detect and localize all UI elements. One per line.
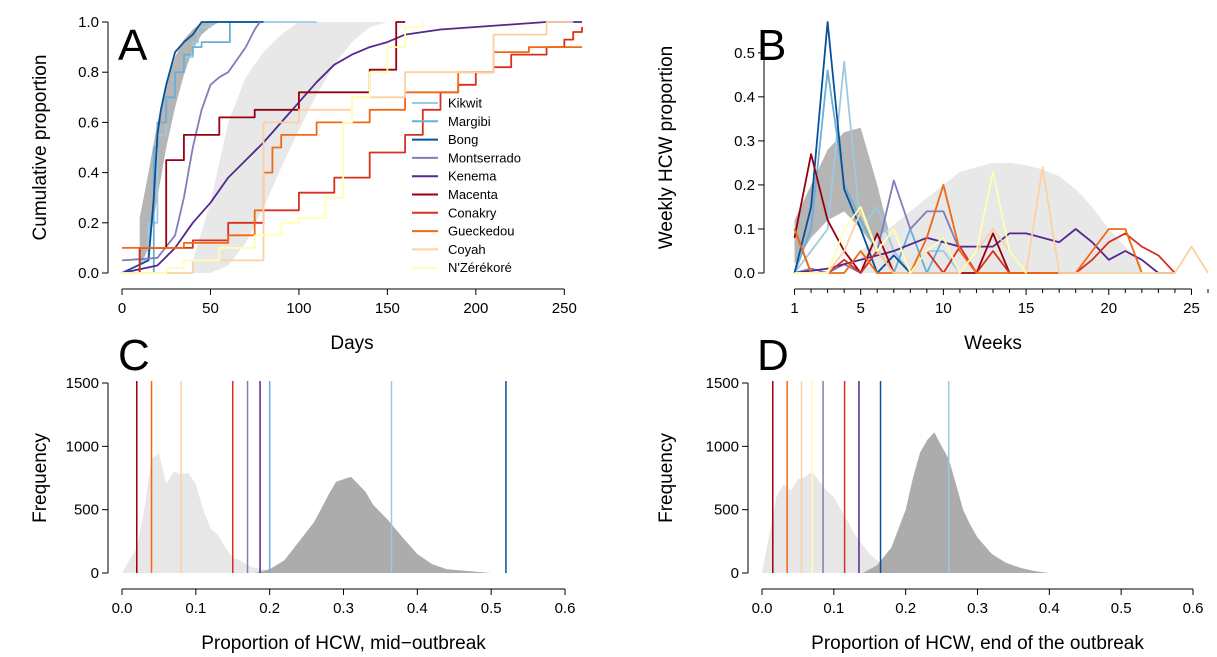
x-axis-label: Days: [330, 333, 373, 354]
series-line-montserrado: [121, 21, 261, 262]
x-tick-label: 0.6: [555, 600, 576, 617]
y-tick-label: 0.0: [78, 265, 99, 282]
series-line-kenema: [121, 21, 582, 274]
panel-letter-a: A: [118, 21, 148, 70]
y-tick-label: 0.0: [734, 265, 755, 282]
y-tick-label: 0: [91, 565, 99, 582]
distribution-dark: [862, 432, 1050, 573]
distribution-light: [762, 471, 906, 573]
panel-a: 0.0 0.2 0.4 0.6 0.8 1.0 0 50 100 150 200 250 Days Cum…: [30, 14, 583, 354]
y-tick-label: 0.2: [78, 215, 99, 232]
x-tick-label: 0.4: [407, 600, 428, 617]
y-axis-label: Cumulative proportion: [30, 55, 51, 241]
x-axis-label: Weeks: [964, 333, 1022, 354]
y-tick-label: 0.2: [734, 177, 755, 194]
x-axis-label: Proportion of HCW, mid−outbreak: [201, 633, 486, 654]
y-tick-label: 0.1: [734, 221, 755, 238]
legend-label: Macenta: [448, 187, 499, 202]
x-tick-label: 20: [1100, 300, 1117, 317]
series-line-coyah: [794, 166, 1209, 274]
y-axis-label: Weekly HCW proportion: [656, 46, 677, 249]
series-line-bong: [121, 21, 264, 274]
y-axis-label: Frequency: [656, 433, 677, 523]
x-tick-label: 250: [552, 300, 577, 317]
legend: Kikwit Margibi Bong Montserrado Kenema Macent…: [412, 96, 521, 275]
x-axis-label: Proportion of HCW, end of the outbreak: [811, 633, 1144, 654]
series-line-conakry: [793, 228, 1176, 274]
series-line-nzrkor: [794, 170, 1027, 274]
x-tick-label: 0: [118, 300, 126, 317]
panel-letter-d: D: [757, 331, 789, 380]
x-tick-label: 25: [1183, 300, 1200, 317]
x-tick-label: 15: [1018, 300, 1035, 317]
x-tick-label: 0.6: [1183, 600, 1204, 617]
y-tick-label: 1000: [706, 438, 739, 455]
x-tick-label: 0.2: [259, 600, 280, 617]
x-tick-label: 5: [857, 300, 865, 317]
x-tick-label: 200: [463, 300, 488, 317]
x-tick-label: 150: [375, 300, 400, 317]
series-line-kikwit: [793, 60, 961, 274]
series-line-kenema: [794, 228, 1175, 274]
x-tick-label: 0.1: [185, 600, 206, 617]
y-tick-label: 0.4: [734, 89, 755, 106]
x-tick-label: 0.3: [967, 600, 988, 617]
legend-label: N'Zérékoré: [448, 260, 512, 275]
legend-label: Kenema: [448, 169, 497, 184]
x-tick-label: 0.5: [481, 600, 502, 617]
distribution-light: [122, 452, 285, 573]
y-tick-label: 1500: [706, 375, 739, 392]
y-tick-label: 1.0: [78, 14, 99, 31]
x-tick-label: 0.2: [895, 600, 916, 617]
y-tick-label: 0.8: [78, 64, 99, 81]
legend-label: Conakry: [448, 205, 497, 220]
band-light: [192, 22, 388, 273]
x-tick-label: 1: [790, 300, 798, 317]
legend-label: Margibi: [448, 114, 491, 129]
band-dark: [139, 22, 237, 268]
y-tick-label: 0.3: [734, 133, 755, 150]
x-tick-label: 0.0: [752, 600, 773, 617]
series-line-margibi: [122, 21, 237, 274]
x-tick-label: 0.0: [112, 600, 133, 617]
y-tick-label: 0.6: [78, 114, 99, 131]
x-tick-label: 50: [202, 300, 219, 317]
panel-letter-c: C: [118, 331, 150, 380]
legend-label: Montserrado: [448, 150, 521, 165]
y-tick-label: 1500: [66, 375, 99, 392]
panel-b: 0.00.10.20.30.40.51 5 10 15 20 25WeeksWeekly …: [656, 21, 1209, 354]
band-light: [860, 162, 1142, 273]
x-tick-label: 10: [935, 300, 952, 317]
y-tick-label: 500: [714, 502, 739, 519]
legend-label: Gueckedou: [448, 224, 515, 239]
y-tick-label: 0.4: [78, 165, 99, 182]
legend-label: Coyah: [448, 242, 486, 257]
series-line-macenta: [122, 21, 406, 274]
legend-label: Bong: [448, 132, 478, 147]
y-tick-label: 500: [74, 502, 99, 519]
x-tick-label: 100: [286, 300, 311, 317]
distribution-dark: [254, 476, 492, 573]
panel-d: 0 500 1000 1500 0.0 0.1 0.2 0.3 0.4 0.5 0.6 Proport…: [656, 331, 1203, 654]
y-tick-label: 1000: [66, 438, 99, 455]
series-line-coyah: [122, 21, 574, 274]
series-line-gueckedou: [122, 46, 582, 249]
x-tick-label: 0.1: [823, 600, 844, 617]
y-tick-label: 0: [731, 565, 739, 582]
legend-label: Kikwit: [448, 96, 482, 111]
panel-letter-b: B: [757, 21, 786, 70]
x-tick-label: 0.5: [1111, 600, 1132, 617]
y-axis-label: Frequency: [30, 433, 51, 523]
series-line-nzrkor: [122, 22, 424, 274]
x-tick-label: 0.4: [1039, 600, 1060, 617]
y-tick-label: 0.5: [734, 45, 755, 62]
panel-c: 0 500 1000 1500 0.0 0.1 0.2 0.3 0.4 0.5 0.6 Proport…: [30, 331, 575, 654]
x-tick-label: 0.3: [333, 600, 354, 617]
